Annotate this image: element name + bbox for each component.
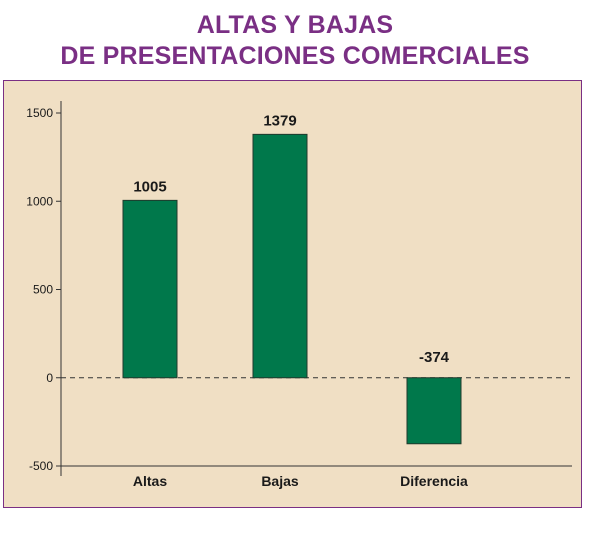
bar-bajas	[252, 133, 308, 379]
y-tick-label: -500	[29, 459, 53, 473]
y-tick-label: 1500	[26, 106, 53, 120]
category-label-bajas: Bajas	[261, 473, 299, 489]
y-tick-label: 500	[33, 283, 53, 297]
category-label-diferencia: Diferencia	[400, 473, 468, 489]
data-label-bajas: 1379	[263, 112, 296, 129]
bar-altas	[122, 199, 178, 379]
data-label-altas: 1005	[133, 178, 166, 195]
chart-title-line-2: DE PRESENTACIONES COMERCIALES	[60, 42, 530, 70]
y-tick-label: 0	[46, 371, 53, 385]
data-label-diferencia: -374	[419, 349, 450, 366]
category-label-altas: Altas	[133, 473, 167, 489]
bar-diferencia	[406, 377, 462, 445]
y-tick-label: 1000	[26, 194, 53, 208]
chart-title-line-1: ALTAS Y BAJAS	[196, 11, 394, 39]
